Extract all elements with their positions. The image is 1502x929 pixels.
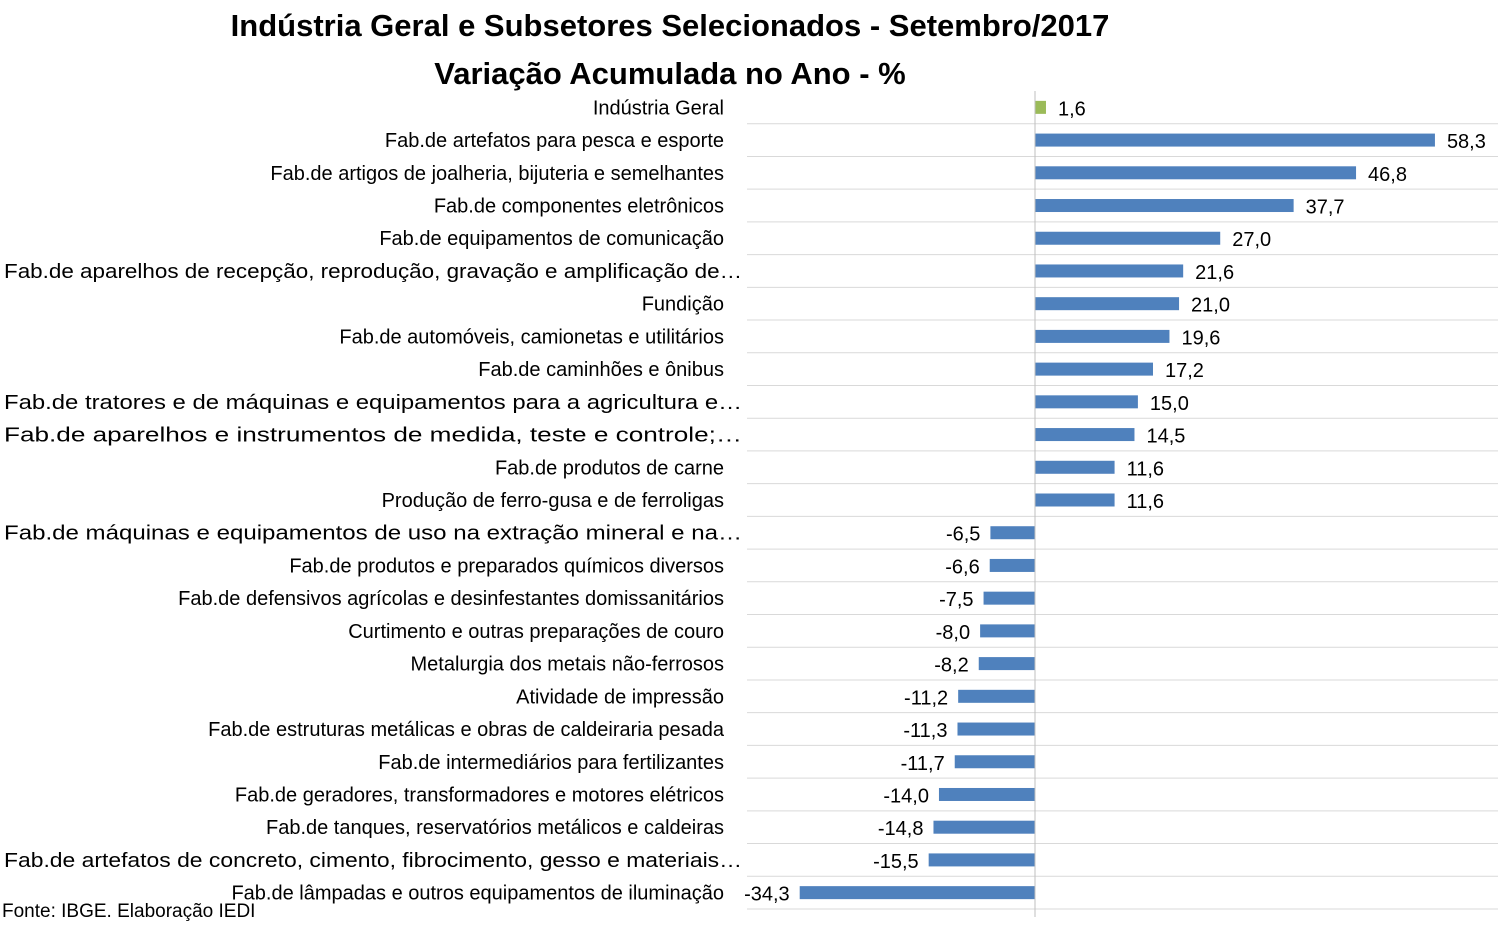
category-label: Fab.de aparelhos e instrumentos de medid… bbox=[4, 425, 742, 447]
bar bbox=[980, 624, 1035, 638]
bar bbox=[1035, 100, 1046, 114]
category-label: Fab.de produtos de carne bbox=[495, 457, 724, 479]
data-label: -11,3 bbox=[903, 720, 947, 742]
category-label: Fab.de caminhões e ônibus bbox=[478, 359, 724, 381]
data-label: -8,2 bbox=[934, 655, 968, 677]
bar bbox=[1035, 362, 1153, 376]
category-label: Fab.de intermediários para fertilizantes bbox=[378, 752, 724, 774]
bar bbox=[1035, 199, 1294, 213]
category-label: Fab.de geradores, transformadores e moto… bbox=[235, 784, 724, 806]
bar bbox=[938, 787, 1035, 801]
bar bbox=[928, 853, 1035, 867]
category-label: Fab.de artefatos para pesca e esporte bbox=[385, 130, 724, 152]
category-label: Fab.de tanques, reservatórios metálicos … bbox=[266, 817, 724, 839]
chart-subtitle: Variação Acumulada no Ano - % bbox=[434, 56, 906, 91]
data-label: 11,6 bbox=[1127, 458, 1164, 480]
data-label: 21,6 bbox=[1195, 262, 1234, 284]
data-label: 46,8 bbox=[1368, 164, 1407, 186]
data-label: -11,2 bbox=[904, 687, 948, 709]
bar bbox=[1035, 133, 1435, 147]
data-label: -14,8 bbox=[878, 818, 924, 840]
data-label: -11,7 bbox=[901, 753, 945, 775]
data-label: 21,0 bbox=[1191, 295, 1230, 317]
category-label: Fab.de aparelhos de recepção, reprodução… bbox=[4, 261, 742, 283]
data-label: -15,5 bbox=[873, 851, 919, 873]
bar bbox=[1035, 329, 1170, 343]
bar bbox=[958, 689, 1035, 703]
bar bbox=[1035, 493, 1115, 507]
bar bbox=[933, 820, 1035, 834]
bar bbox=[1035, 428, 1135, 442]
data-label: 37,7 bbox=[1306, 197, 1345, 219]
source-note: Fonte: IBGE. Elaboração IEDI bbox=[2, 901, 256, 922]
category-label: Fab.de equipamentos de comunicação bbox=[379, 228, 724, 250]
data-label: 27,0 bbox=[1232, 229, 1271, 251]
data-label: -7,5 bbox=[939, 589, 973, 611]
data-label: -14,0 bbox=[883, 785, 929, 807]
data-label: 19,6 bbox=[1181, 327, 1220, 349]
category-label: Produção de ferro-gusa e de ferroligas bbox=[382, 490, 724, 512]
bar bbox=[1035, 297, 1180, 311]
category-label: Fab.de lâmpadas e outros equipamentos de… bbox=[231, 883, 724, 905]
category-label: Fab.de automóveis, camionetas e utilitár… bbox=[339, 326, 724, 348]
category-label: Indústria Geral bbox=[593, 97, 724, 119]
category-label: Fab.de estruturas metálicas e obras de c… bbox=[208, 719, 725, 741]
category-label: Fab.de defensivos agrícolas e desinfesta… bbox=[178, 588, 724, 610]
bar bbox=[1035, 231, 1221, 245]
bar bbox=[978, 657, 1035, 671]
data-label: -8,0 bbox=[936, 622, 970, 644]
bar bbox=[1035, 395, 1138, 409]
bar bbox=[989, 558, 1035, 572]
category-label: Fab.de tratores e de máquinas e equipame… bbox=[4, 392, 742, 414]
bar bbox=[990, 526, 1035, 540]
category-label: Fab.de produtos e preparados químicos di… bbox=[289, 555, 724, 577]
data-label: -34,3 bbox=[744, 884, 790, 906]
bar bbox=[983, 591, 1035, 605]
category-label: Fab.de artigos de joalheria, bijuteria e… bbox=[270, 163, 724, 185]
chart-title: Indústria Geral e Subsetores Selecionado… bbox=[230, 8, 1110, 43]
data-label: 14,5 bbox=[1146, 426, 1185, 448]
data-label: 11,6 bbox=[1127, 491, 1164, 513]
category-label: Fundição bbox=[642, 294, 724, 316]
category-label: Fab.de componentes eletrônicos bbox=[434, 196, 724, 218]
category-label: Atividade de impressão bbox=[516, 686, 724, 708]
data-label: -6,6 bbox=[945, 556, 979, 578]
bar bbox=[1035, 166, 1357, 180]
bar bbox=[954, 755, 1035, 769]
data-label: -6,5 bbox=[946, 524, 980, 546]
bar bbox=[1035, 460, 1115, 474]
bar bbox=[799, 886, 1035, 900]
category-label: Curtimento e outras preparações de couro bbox=[348, 621, 724, 643]
category-label: Fab.de máquinas e equipamentos de uso na… bbox=[4, 523, 742, 545]
data-label: 17,2 bbox=[1165, 360, 1204, 382]
bar bbox=[957, 722, 1035, 736]
category-label: Metalurgia dos metais não-ferrosos bbox=[411, 654, 724, 676]
bar bbox=[1035, 264, 1184, 278]
category-label: Fab.de artefatos de concreto, cimento, f… bbox=[4, 850, 742, 872]
data-label: 15,0 bbox=[1150, 393, 1189, 415]
data-label: 58,3 bbox=[1447, 131, 1486, 153]
data-label: 1,6 bbox=[1058, 98, 1086, 120]
